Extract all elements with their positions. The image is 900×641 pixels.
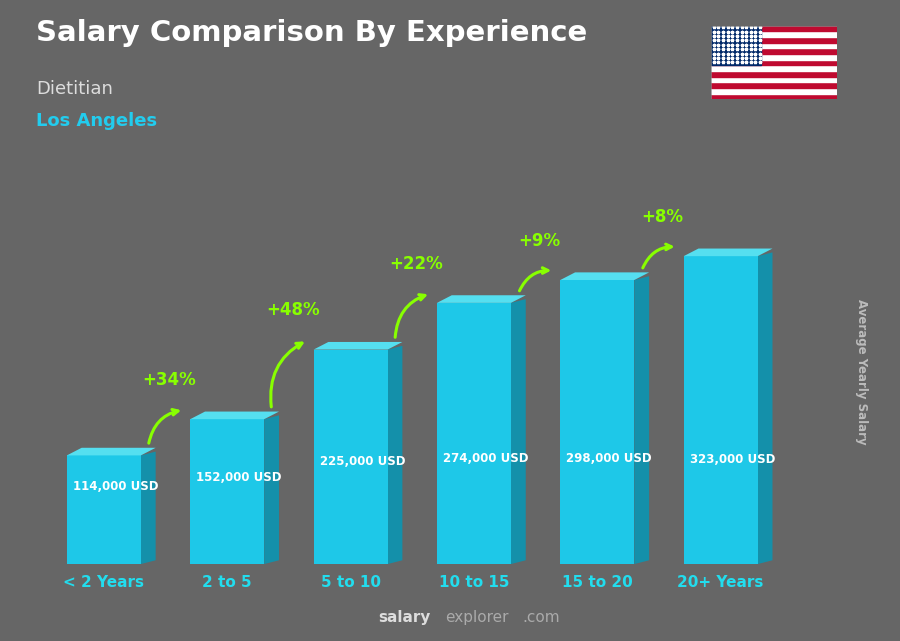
Text: 114,000 USD: 114,000 USD [73,481,158,494]
Text: Los Angeles: Los Angeles [36,112,158,130]
Text: +9%: +9% [518,232,561,250]
Bar [711,31,837,37]
Polygon shape [141,452,156,564]
Text: .com: .com [522,610,560,625]
Polygon shape [436,296,526,303]
FancyBboxPatch shape [190,419,265,564]
Bar [711,71,837,77]
Polygon shape [634,276,649,564]
Polygon shape [313,342,402,349]
FancyBboxPatch shape [561,280,634,564]
FancyBboxPatch shape [313,349,388,564]
Text: Dietitian: Dietitian [36,80,112,98]
Text: 225,000 USD: 225,000 USD [320,454,405,467]
Text: 323,000 USD: 323,000 USD [689,453,775,465]
Polygon shape [67,448,156,455]
Bar [711,60,837,65]
Text: +22%: +22% [389,254,443,272]
FancyBboxPatch shape [67,455,141,564]
Text: explorer: explorer [446,610,509,625]
Bar [711,88,837,94]
Text: salary: salary [378,610,430,625]
Bar [711,82,837,88]
Text: Salary Comparison By Experience: Salary Comparison By Experience [36,19,587,47]
Text: +8%: +8% [642,208,684,226]
Polygon shape [388,345,402,564]
FancyBboxPatch shape [684,256,758,564]
Text: +48%: +48% [266,301,320,319]
Bar [711,54,837,60]
Polygon shape [561,272,649,280]
Polygon shape [190,412,279,419]
Text: 274,000 USD: 274,000 USD [443,452,528,465]
Bar [711,65,837,71]
Polygon shape [684,249,772,256]
Bar [711,26,761,65]
Bar [711,48,837,54]
Bar [711,77,837,82]
Bar [711,94,837,99]
Text: 152,000 USD: 152,000 USD [196,471,282,485]
Bar [711,43,837,48]
Polygon shape [511,299,526,564]
Bar [711,37,837,43]
Text: 298,000 USD: 298,000 USD [566,452,652,465]
Polygon shape [758,253,772,564]
Bar [711,26,837,31]
Text: +34%: +34% [142,371,196,389]
Text: Average Yearly Salary: Average Yearly Salary [855,299,868,445]
FancyBboxPatch shape [436,303,511,564]
Polygon shape [265,415,279,564]
